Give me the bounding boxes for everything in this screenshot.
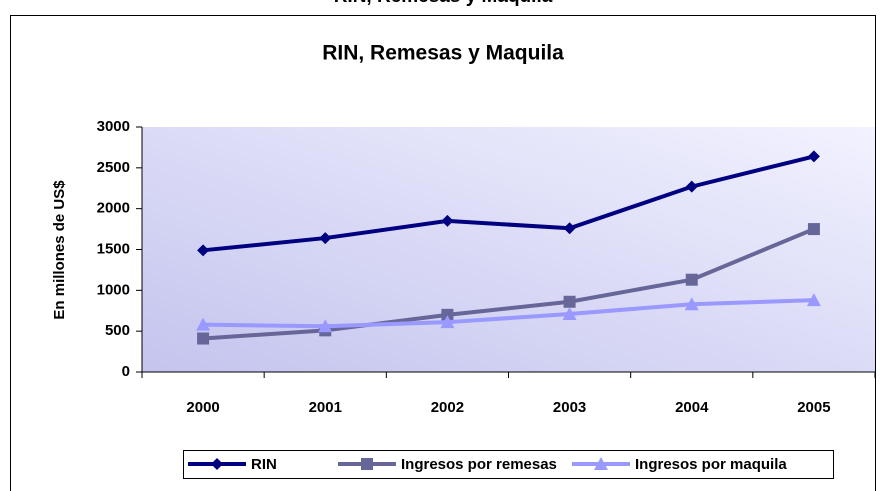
- marker: [562, 307, 577, 321]
- legend-label: Ingresos por remesas: [401, 456, 557, 473]
- clipped-title: RIN, Remesas y Maquila: [334, 0, 553, 7]
- series-line: [202, 227, 815, 341]
- y-tick-label: 2000: [97, 200, 130, 217]
- y-tick-label: 3000: [97, 118, 130, 135]
- marker: [685, 180, 698, 193]
- legend-label: RIN: [251, 456, 277, 473]
- marker: [440, 315, 455, 329]
- chart-title: RIN, Remesas y Maquila: [322, 42, 564, 65]
- x-tick-label: 2002: [431, 399, 464, 416]
- series-line: [202, 154, 815, 253]
- x-tick-label: 2000: [186, 399, 219, 416]
- legend-marker: [594, 457, 608, 470]
- x-tick-label: 2004: [675, 399, 709, 416]
- series-line: [203, 298, 814, 329]
- marker: [563, 222, 576, 235]
- y-tick-label: 500: [105, 322, 130, 339]
- marker: [563, 295, 576, 308]
- marker: [807, 223, 820, 236]
- marker: [318, 319, 333, 333]
- legend: [183, 450, 834, 479]
- marker: [684, 297, 699, 311]
- x-tick-label: 2001: [309, 399, 342, 416]
- marker: [441, 214, 454, 227]
- y-tick-label: 1500: [97, 240, 130, 257]
- legend-marker: [361, 458, 373, 470]
- y-axis-label: En millones de US$: [51, 180, 68, 320]
- marker: [441, 308, 454, 321]
- marker: [807, 150, 820, 163]
- marker: [319, 232, 332, 245]
- legend-label: Ingresos por maquila: [635, 456, 787, 473]
- legend-marker: [211, 458, 223, 470]
- plot-area: [142, 127, 875, 372]
- x-tick-label: 2005: [797, 399, 830, 416]
- marker: [196, 317, 211, 331]
- y-tick-label: 0: [122, 363, 130, 380]
- marker: [685, 273, 698, 286]
- marker: [806, 293, 821, 307]
- y-tick-label: 1000: [97, 281, 130, 298]
- marker: [197, 332, 210, 345]
- y-tick-label: 2500: [97, 159, 130, 176]
- x-tick-label: 2003: [553, 399, 586, 416]
- marker: [197, 244, 210, 257]
